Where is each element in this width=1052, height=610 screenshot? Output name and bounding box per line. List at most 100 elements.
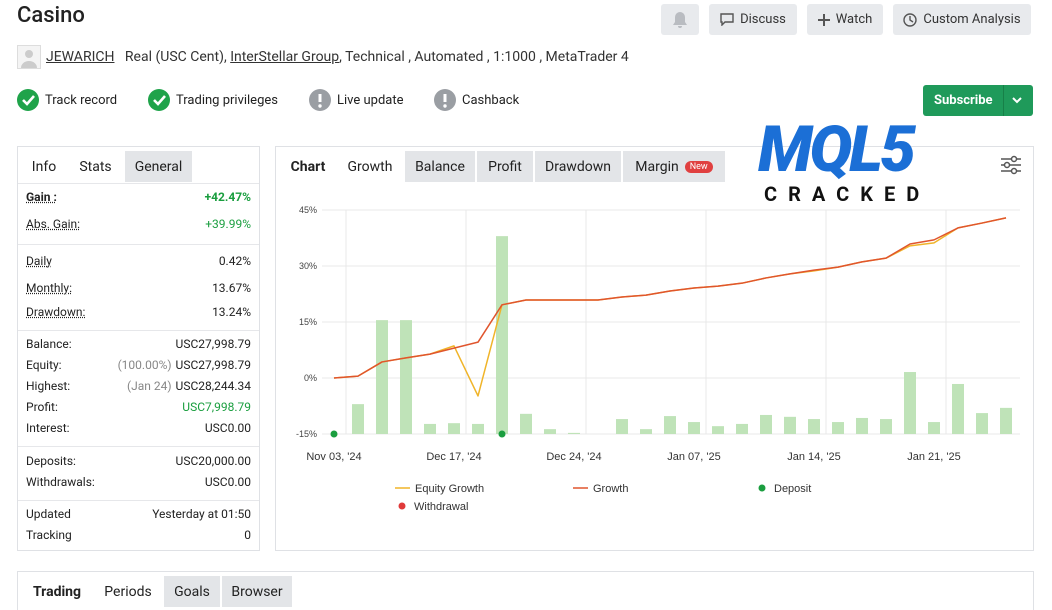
- tab[interactable]: Browser: [222, 576, 292, 607]
- stat-value-text: 0.42%: [218, 254, 251, 268]
- warn-icon: [434, 89, 456, 111]
- stat-value: USC0.00: [205, 475, 251, 489]
- bar: [976, 413, 988, 434]
- stat-label: Gain :: [26, 190, 57, 204]
- stat-row: Monthly: 13.67%: [26, 281, 251, 297]
- account-line: JEWARICH Real (USC Cent), InterStellar G…: [46, 49, 629, 65]
- bar: [928, 422, 940, 434]
- stat-value: USC27,998.79: [176, 337, 251, 351]
- button-label: Custom Analysis: [923, 12, 1021, 27]
- stat-value: (100.00%) USC27,998.79: [118, 358, 251, 372]
- stat-value-text: USC20,000.00: [175, 454, 251, 468]
- check-icon: [17, 89, 39, 111]
- stat-value-text: +42.47%: [204, 190, 251, 204]
- stat-label: Equity:: [26, 358, 62, 372]
- tab[interactable]: Info: [31, 158, 57, 175]
- stat-value: USC7,998.79: [182, 400, 251, 414]
- badge-label: Cashback: [462, 92, 520, 108]
- settings-icon[interactable]: [1000, 155, 1022, 175]
- stat-value-text: USC0.00: [204, 421, 251, 435]
- discuss-button[interactable]: Discuss: [709, 4, 797, 35]
- stat-label: Deposits:: [26, 454, 76, 468]
- stat-value-text: USC27,998.79: [175, 358, 251, 372]
- tab[interactable]: Margin New: [623, 151, 725, 182]
- chart: 45% 30% 15% 0% -15% Nov 03, '24 Dec 17, '24 Dec…: [296, 205, 1020, 513]
- stats-panel: Info Stats General Gain : +42.47% Abs. Gai…: [17, 146, 260, 551]
- stat-value: USC0.00: [205, 421, 251, 435]
- tab[interactable]: Balance: [405, 151, 475, 182]
- legend-label: Withdrawal: [414, 501, 468, 513]
- badge-label: Track record: [45, 92, 118, 108]
- tab[interactable]: Stats: [79, 158, 112, 175]
- stat-label: Withdrawals:: [26, 475, 95, 489]
- legend-label: Growth: [593, 483, 628, 495]
- stat-value-text: 0: [244, 528, 251, 542]
- stat-value: Yesterday at 01:50: [152, 507, 251, 521]
- tab[interactable]: General: [125, 151, 192, 182]
- bar: [904, 372, 916, 434]
- stat-value: 13.24%: [212, 305, 251, 319]
- stat-value: (Jan 24) USC28,244.34: [127, 379, 251, 393]
- badge: Trading privileges: [148, 87, 296, 113]
- stat-row: Tracking 0: [26, 528, 251, 544]
- bottom-panel: Trading Periods Goals Browser: [17, 571, 1034, 610]
- subscribe-button[interactable]: Subscribe: [923, 85, 1033, 116]
- tab[interactable]: Chart: [290, 158, 326, 175]
- bar: [688, 422, 700, 434]
- line-series: [333, 217, 1007, 379]
- stat-note: (Jan 24): [127, 379, 172, 393]
- bar: [376, 320, 388, 434]
- tab[interactable]: Periods: [104, 583, 152, 600]
- stat-value-text: 13.67%: [212, 281, 251, 295]
- stat-row: Withdrawals: USC0.00: [26, 475, 251, 491]
- stat-value-text: USC7,998.79: [182, 400, 251, 414]
- stat-row: Equity: (100.00%) USC27,998.79: [26, 358, 251, 374]
- stat-value: 13.67%: [212, 281, 251, 295]
- bar: [808, 419, 820, 434]
- stat-label: Highest:: [26, 379, 71, 393]
- stat-value-text: Yesterday at 01:50: [152, 507, 251, 521]
- bar: [640, 429, 652, 434]
- button-label: Watch: [835, 12, 873, 27]
- watermark-logo: MQL5: [758, 112, 916, 187]
- tab[interactable]: Goals: [164, 576, 220, 607]
- stat-label: Tracking: [26, 528, 72, 542]
- point: [330, 430, 338, 438]
- avatar: [17, 45, 41, 69]
- tab[interactable]: Growth: [347, 158, 393, 175]
- broker-link[interactable]: InterStellar Group: [230, 49, 340, 65]
- bar: [472, 423, 484, 434]
- bar: [784, 416, 796, 434]
- author-link[interactable]: JEWARICH: [46, 49, 115, 65]
- chart-panel: Chart Growth Balance Profit Drawdown Mar…: [275, 146, 1034, 551]
- line-series: [333, 217, 1007, 397]
- legend-swatch: [758, 484, 766, 492]
- stat-value: +42.47%: [205, 190, 251, 204]
- separator: [18, 500, 259, 501]
- bar: [832, 422, 844, 434]
- bar: [352, 404, 364, 434]
- x-tick-label: Jan 14, '25: [787, 451, 840, 463]
- tab[interactable]: Profit: [477, 151, 533, 182]
- x-tick-label: Dec 17, '24: [426, 451, 481, 463]
- stat-label: Interest:: [26, 421, 70, 435]
- bar: [400, 320, 412, 434]
- tab[interactable]: Drawdown: [535, 151, 621, 182]
- x-tick-label: Jan 21, '25: [907, 451, 960, 463]
- notify-button[interactable]: [661, 4, 699, 35]
- stat-label: Daily: [26, 254, 52, 268]
- x-tick-label: Dec 24, '24: [546, 451, 601, 463]
- custom-analysis-button[interactable]: Custom Analysis: [893, 4, 1031, 35]
- watermark-caption: CRACKED: [764, 182, 931, 206]
- watch-button[interactable]: Watch: [807, 4, 883, 35]
- x-tick-label: Jan 07, '25: [667, 451, 720, 463]
- subscribe-label: Subscribe: [934, 93, 993, 108]
- tab[interactable]: Trading: [32, 583, 82, 600]
- y-tick-label: -15%: [296, 429, 317, 439]
- bar: [424, 423, 436, 434]
- badge-label: Live update: [337, 92, 404, 108]
- separator: [18, 330, 259, 331]
- legend-swatch: [398, 502, 406, 510]
- stat-row: Daily 0.42%: [26, 254, 251, 270]
- y-tick-label: 15%: [299, 317, 317, 327]
